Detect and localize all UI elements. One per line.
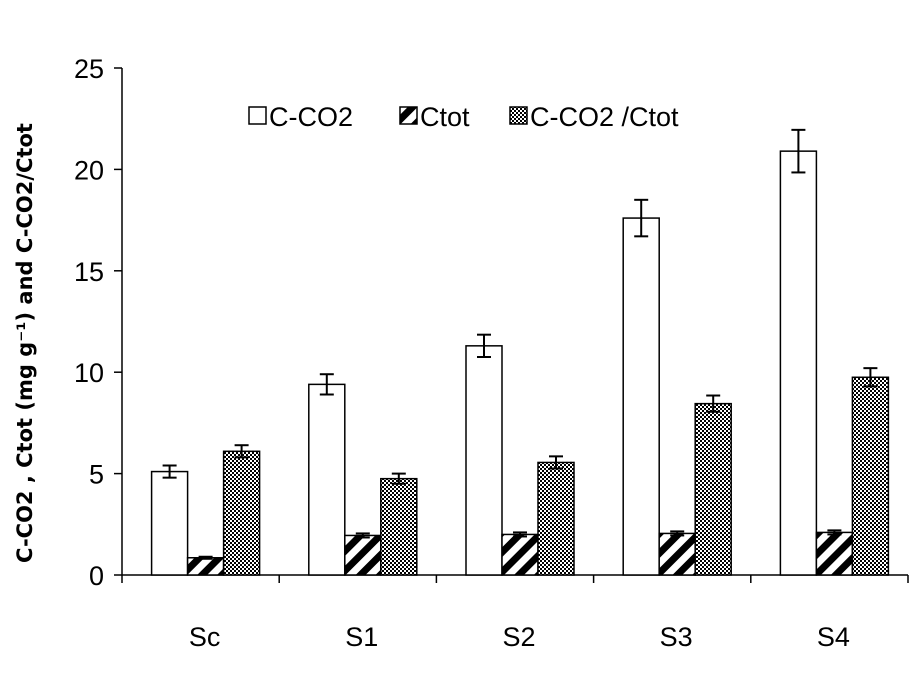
y-tick-label: 0 (89, 561, 104, 591)
legend-label: Ctot (420, 102, 470, 132)
y-tick-label: 15 (74, 257, 104, 287)
bar-c-co2 (150, 470, 189, 576)
bar-c-co2-ctot (380, 477, 418, 576)
bar-ctot (501, 533, 539, 576)
y-tick-label: 10 (74, 358, 104, 388)
bar-c-co2 (465, 345, 503, 576)
legend-swatch (248, 106, 267, 125)
error-bar (670, 530, 685, 537)
error-bar (319, 373, 334, 396)
bar-c-co2 (622, 217, 660, 576)
bar-ctot (658, 532, 696, 576)
x-tick-label: Sc (189, 622, 221, 652)
bar-ctot (186, 557, 225, 576)
error-bar (234, 444, 249, 459)
y-tick-label: 25 (74, 54, 104, 84)
legend: C-CO2 Ctot C-CO2 /Ctot (248, 102, 679, 132)
error-bar (162, 464, 177, 479)
bar-c-co2-ctot (851, 376, 890, 576)
bars (150, 150, 890, 576)
y-axis-ticks: 0 5 10 15 20 25 (74, 54, 122, 591)
x-tick-label: S1 (345, 622, 378, 652)
x-tick-label: S3 (660, 622, 693, 652)
error-bar (391, 472, 406, 485)
bar-c-co2 (779, 150, 818, 576)
y-tick-label: 5 (89, 460, 104, 490)
legend-label: C-CO2 (269, 102, 353, 132)
legend-swatch (399, 106, 418, 125)
error-bar (863, 367, 878, 388)
error-bar (513, 531, 527, 538)
error-bar (791, 128, 806, 174)
error-bar (706, 394, 721, 413)
legend-label: C-CO2 /Ctot (530, 102, 679, 132)
error-bar (549, 455, 563, 470)
error-bar (477, 333, 491, 358)
x-tick-label: S2 (502, 622, 535, 652)
error-bar (634, 198, 649, 238)
error-bar (827, 529, 842, 536)
bar-c-co2-ctot (694, 402, 732, 576)
legend-swatch (509, 106, 528, 125)
error-bar (198, 555, 213, 560)
bar-c-co2-ctot (537, 461, 575, 576)
error-bars (162, 128, 878, 560)
bar-c-co2 (308, 383, 346, 576)
bar-c-co2-ctot (222, 450, 261, 576)
y-tick-label: 20 (74, 155, 104, 185)
error-bar (355, 532, 370, 539)
bar-ctot (344, 534, 382, 576)
x-axis-ticks: Sc S1 S2 S3 S4 (121, 575, 909, 652)
bar-ctot (815, 531, 854, 576)
y-axis-label: C-CO2 , Ctot (mg g⁻¹) and C-CO2/Ctot (13, 123, 37, 563)
x-tick-label: S4 (817, 622, 850, 652)
